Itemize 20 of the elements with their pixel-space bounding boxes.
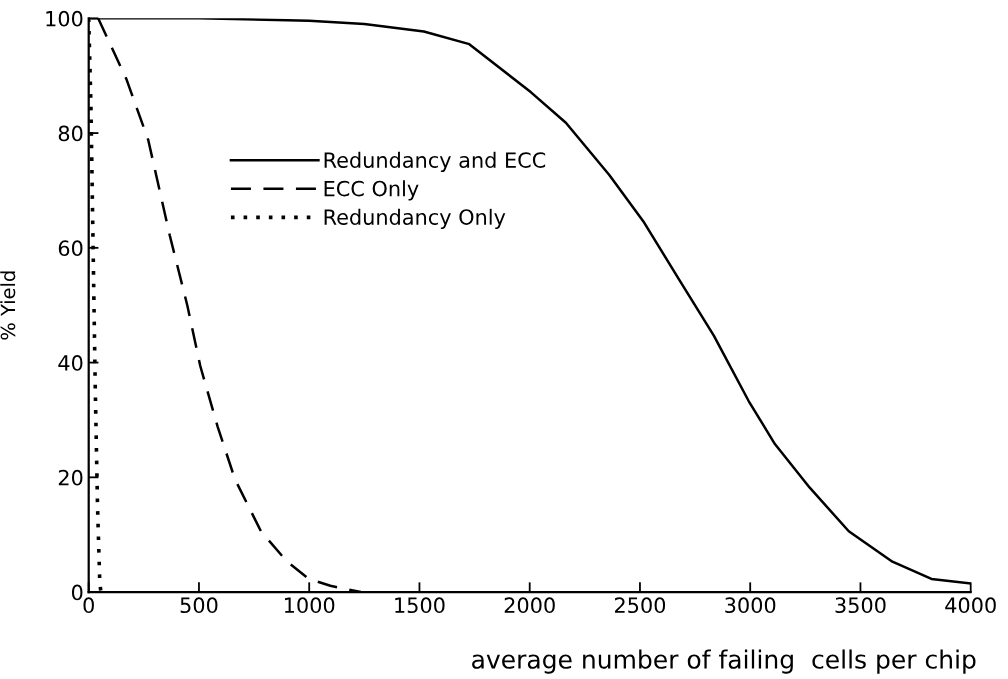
legend-label: ECC Only <box>324 180 419 201</box>
x-tick-label: 500 <box>180 597 218 614</box>
x-tick-label: 1000 <box>284 597 335 614</box>
x-tick-label: 1500 <box>395 597 445 614</box>
x-tick-label: 0 <box>83 597 94 614</box>
x-tick-label: 3000 <box>725 597 776 614</box>
x-tick-label: 4000 <box>945 597 996 614</box>
x-tick-label: 2000 <box>504 597 555 614</box>
y-tick-label: 0 <box>71 584 83 601</box>
y-tick-label: 100 <box>46 10 83 27</box>
y-tick-label: 60 <box>58 240 83 257</box>
x-tick-label: 3500 <box>835 597 886 614</box>
y-tick-label: 40 <box>58 355 83 371</box>
y-tick-label: 20 <box>58 469 83 486</box>
x-tick-label: 2500 <box>614 597 666 614</box>
y-tick-label: 80 <box>58 125 83 142</box>
legend-label: Redundancy and ECC <box>324 151 546 172</box>
legend-label: Redundancy Only <box>324 208 506 229</box>
x-axis-title: average number of failing cells per chip <box>472 649 976 674</box>
y-axis-title: % Yield <box>0 271 16 340</box>
